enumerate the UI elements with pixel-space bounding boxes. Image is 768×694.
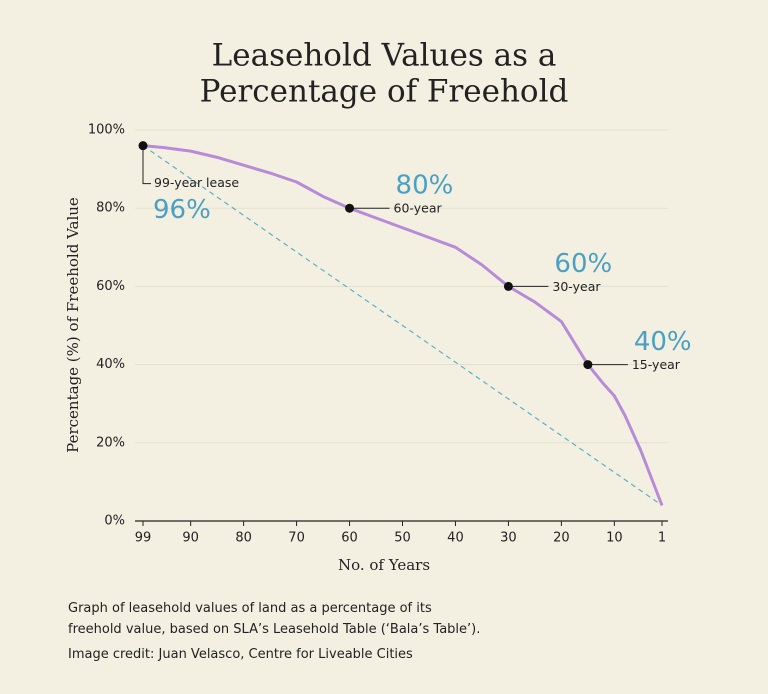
x-tick-label: 40 [447,531,464,546]
callout-note: 30-year [552,279,601,294]
callout-label: 80% [396,171,454,201]
highlight-point [138,141,148,151]
x-tick-label: 99 [135,531,152,546]
y-tick-label: 100% [88,123,125,138]
x-tick-label: 90 [182,531,199,546]
callout-note: 60-year [394,201,443,216]
callout-note: 15-year [632,357,681,372]
highlight-point [503,281,513,291]
credit: Image credit: Juan Velasco, Centre for L… [68,647,413,662]
x-tick-label: 60 [341,531,358,546]
x-tick-label: 1 [658,531,666,546]
y-axis-label: Percentage (%) of Freehold Value [64,197,82,453]
caption: Graph of leasehold values of land as a p… [68,601,481,637]
x-tick-label: 80 [235,531,252,546]
chart-title: Leasehold Values as a [212,38,557,74]
x-axis-label: No. of Years [338,556,430,574]
highlight-point [583,360,593,370]
y-tick-label: 0% [104,514,125,529]
x-tick-label: 10 [606,531,623,546]
callout-label: 60% [554,249,612,279]
x-tick-label: 50 [394,531,411,546]
y-tick-label: 60% [96,279,125,294]
y-tick-label: 80% [96,201,125,216]
callout-line [142,145,151,185]
y-tick-label: 20% [96,435,125,450]
y-tick-label: 40% [96,357,125,372]
callout-label: 40% [634,327,692,357]
highlight-point [345,203,355,213]
x-tick-label: 70 [288,531,305,546]
callout-note: 99-year lease [154,175,239,190]
reference-line [142,145,663,506]
chart-title: Percentage of Freehold [200,74,569,110]
x-tick-label: 20 [553,531,570,546]
data-line [142,144,664,506]
callout-label: 96% [153,195,211,225]
x-tick-label: 30 [500,531,517,546]
